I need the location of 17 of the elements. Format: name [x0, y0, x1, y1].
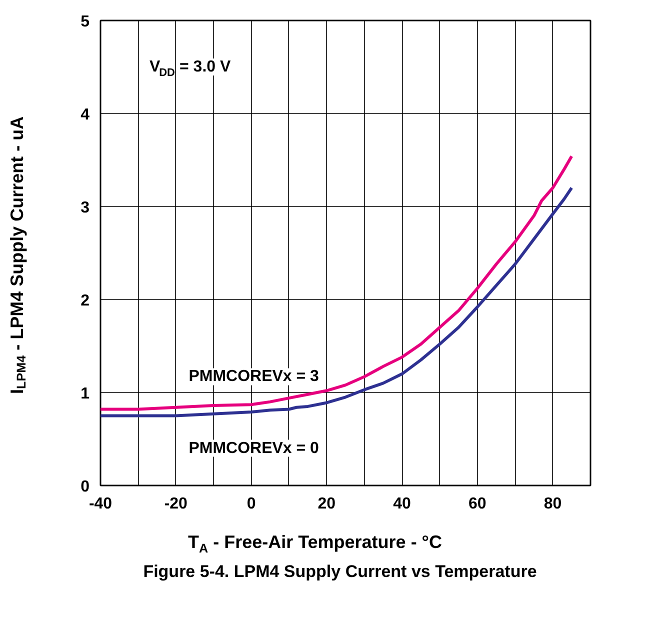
- y-tick-label: 4: [80, 106, 90, 124]
- series-label: PMMCOREVx = 3: [188, 368, 320, 386]
- x-tick-label: 80: [544, 496, 562, 512]
- x-tick-label: 60: [468, 496, 486, 512]
- x-axis-title: T$_{A}$ - Free-Air Temperature - °C: [186, 531, 444, 558]
- y-tick-label: 1: [80, 386, 90, 402]
- x-tick-label: 0: [246, 496, 256, 512]
- y-tick-label: 5: [80, 14, 90, 30]
- series-label: PMMCOREVx = 0: [188, 440, 320, 457]
- y-tick-label: 0: [80, 478, 90, 496]
- x-tick-label: 20: [318, 496, 336, 512]
- y-tick-label: 3: [80, 200, 90, 216]
- x-tick-label: -20: [164, 496, 188, 512]
- x-tick-label: 40: [393, 496, 412, 512]
- x-tick-label: -40: [88, 496, 112, 512]
- text: Figure 5-4. LPM4 Supply Current vs Temperature: [142, 561, 538, 583]
- y-tick-label: 2: [80, 292, 90, 310]
